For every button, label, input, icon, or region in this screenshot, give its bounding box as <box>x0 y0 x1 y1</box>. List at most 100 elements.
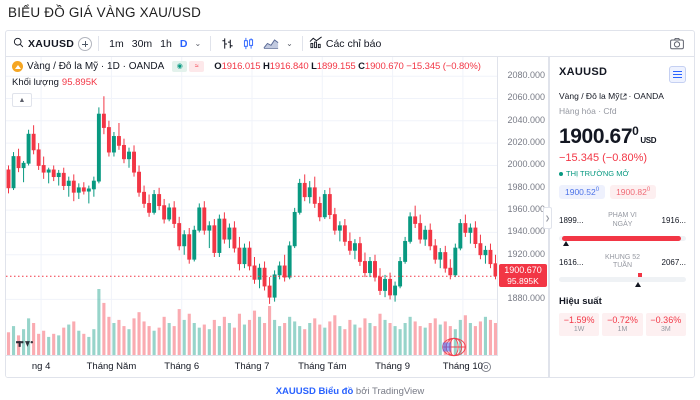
toolbar-divider <box>210 36 212 51</box>
visibility-badge-icon[interactable]: ◉ <box>172 61 188 72</box>
chevron-down-icon[interactable]: ⌄ <box>194 39 202 48</box>
performance-key-1m: 1M <box>617 326 628 333</box>
symbol-info-sidebar: ❯ XAUUSD Vàng / Đô la Mỹ · OANDA Hàng hó… <box>543 57 694 377</box>
performance-value-1w: −1.59% <box>563 315 595 325</box>
timeframe-1m[interactable]: 1m <box>109 37 124 50</box>
chart-legend: Vàng / Đô la Mỹ · 1D · OANDA ◉ ≈ O1916.0… <box>12 61 481 72</box>
day-range-row: 1899... PHẠM VI NGÀY 1916... <box>559 212 686 230</box>
price-label: 1880.000 <box>507 293 545 304</box>
ohlc-o-key: O <box>214 61 222 72</box>
candlestick-chart[interactable] <box>6 57 498 378</box>
ohlc-h-value: 1916.840 <box>269 61 309 72</box>
market-status: THỊ TRƯỜNG MỞ <box>559 169 686 178</box>
sidebar-change: −15.345 (−0.80%) <box>559 152 648 164</box>
chevron-up-icon[interactable]: ▲ <box>12 93 32 107</box>
sidebar-price-decimal: 0 <box>632 124 639 138</box>
week-range-low: 1616... <box>559 257 584 267</box>
footer-link[interactable]: XAUUSD Biểu đồ <box>275 386 354 397</box>
indicators-label: Các chỉ báo <box>325 37 382 50</box>
week-range-high: 2067... <box>661 257 686 267</box>
plus-icon[interactable] <box>78 36 93 51</box>
sidebar-description: Vàng / Đô la Mỹ · OANDA <box>559 91 686 102</box>
time-scale[interactable]: ng 4 Tháng Năm Tháng 6 Tháng 7 Tháng Tám Thán… <box>6 355 498 377</box>
ask-value: 1900.82 <box>616 187 647 197</box>
week-range-square <box>637 273 642 277</box>
performance-cell-1m: −0.72% 1M <box>602 313 643 336</box>
sidebar-currency: USD <box>640 136 657 145</box>
bid-quote[interactable]: 1900.520 <box>559 185 606 199</box>
day-range-low: 1899... <box>559 216 584 226</box>
price-label: 1920.000 <box>507 248 545 259</box>
ohlc-o-value: 1916.015 <box>221 61 261 72</box>
chevron-right-icon[interactable]: ❯ <box>543 207 552 229</box>
week-range-title-line1: KHUNG 52 <box>604 253 640 261</box>
chevron-down-icon-chart-type[interactable]: ⌄ <box>286 39 293 48</box>
legend-title: Vàng / Đô la Mỹ · 1D · OANDA <box>27 61 165 72</box>
current-volume-value: 95.895K <box>507 276 539 287</box>
sidebar-header: XAUUSD <box>559 66 686 83</box>
price-label: 2020.000 <box>507 137 545 148</box>
sidebar-price: 1900.670USD <box>559 125 686 147</box>
indicators-button[interactable]: Các chỉ báo <box>309 31 381 56</box>
wave-badge-icon[interactable]: ≈ <box>189 61 205 72</box>
chart-toolbar: XAUUSD 1m 30m 1h D ⌄ <box>6 31 694 57</box>
day-range-marker <box>562 240 569 246</box>
market-status-label: THỊ TRƯỜNG MỞ <box>566 169 629 178</box>
chart-pane[interactable]: Vàng / Đô la Mỹ · 1D · OANDA ◉ ≈ O1916.0… <box>6 57 498 378</box>
day-range-bar <box>559 235 686 246</box>
week-range-title: KHUNG 52 TUẦN <box>605 254 640 272</box>
week-range-marker <box>635 282 642 287</box>
price-scale[interactable]: 2080.000 2060.000 2040.000 2020.000 2000.000… <box>498 57 549 377</box>
external-link-icon[interactable] <box>620 92 627 102</box>
symbol-search-button[interactable]: XAUUSD <box>6 37 74 51</box>
settings-gear-icon[interactable] <box>480 360 492 372</box>
performance-key-1w: 1W <box>573 326 585 333</box>
ohlc-h-key: H <box>262 61 270 72</box>
sidebar-category: Hàng hóa · Cfd <box>559 106 617 116</box>
time-label: ng 4 <box>31 361 51 372</box>
price-label: 2060.000 <box>507 92 545 103</box>
bid-decimal: 0 <box>595 187 600 194</box>
price-label: 1980.000 <box>507 181 545 192</box>
performance-cell-1w: −1.59% 1W <box>559 313 600 336</box>
hamburger-menu-icon[interactable] <box>669 66 686 83</box>
volume-label: Khối lượng <box>12 77 59 88</box>
area-chart-icon[interactable] <box>259 37 283 50</box>
ohlc-values: O1916.015 H1916.840 L1899.155 C1900.670 … <box>214 61 481 72</box>
timeframe-30m[interactable]: 30m <box>131 37 153 50</box>
price-label: 1940.000 <box>507 226 545 237</box>
ask-quote[interactable]: 1900.820 <box>610 185 657 199</box>
timeframe-d[interactable]: D <box>179 37 188 50</box>
time-label: Tháng Tám <box>298 361 347 372</box>
ohlc-c-key: C <box>358 61 365 72</box>
camera-icon[interactable] <box>670 37 684 53</box>
timeframe-group: 1m 30m 1h D ⌄ <box>105 31 204 56</box>
performance-key-3m: 3M <box>660 326 671 333</box>
volume-value: 95.895K <box>61 77 98 88</box>
performance-title: Hiệu suất <box>559 296 602 307</box>
status-dot-icon <box>559 171 563 176</box>
day-range-fill <box>561 235 681 241</box>
toolbar-symbol-label: XAUUSD <box>28 37 75 50</box>
legend-badges: ◉ ≈ <box>172 61 205 72</box>
day-range-title-line1: PHẠM VI <box>608 212 637 219</box>
footer-text: bởi TradingView <box>353 386 425 397</box>
footer: XAUUSD Biểu đồ bởi TradingView <box>0 386 700 397</box>
day-range-block: 1899... PHẠM VI NGÀY 1916... <box>559 212 686 246</box>
bid-value: 1900.52 <box>565 187 596 197</box>
current-price-badge[interactable]: 1900.670 95.895K <box>499 264 547 288</box>
day-range-high: 1916... <box>661 216 686 226</box>
performance-cell-3m: −0.36% 3M <box>645 313 686 336</box>
sidebar-exchange: · OANDA <box>628 91 664 101</box>
globe-icon[interactable] <box>441 337 467 357</box>
bar-chart-icon[interactable] <box>217 37 238 50</box>
week-range-title-line2: TUẦN <box>612 262 633 270</box>
candlestick-icon[interactable] <box>238 37 259 50</box>
performance-value-3m: −0.36% <box>650 315 682 325</box>
ohlc-change: −15.345 (−0.80%) <box>406 61 481 72</box>
performance-value-1m: −0.72% <box>607 315 638 325</box>
week-range-bar <box>559 273 686 287</box>
toolbar-divider <box>98 36 100 51</box>
time-label: Tháng 10 <box>442 361 483 372</box>
timeframe-1h[interactable]: 1h <box>160 37 172 50</box>
